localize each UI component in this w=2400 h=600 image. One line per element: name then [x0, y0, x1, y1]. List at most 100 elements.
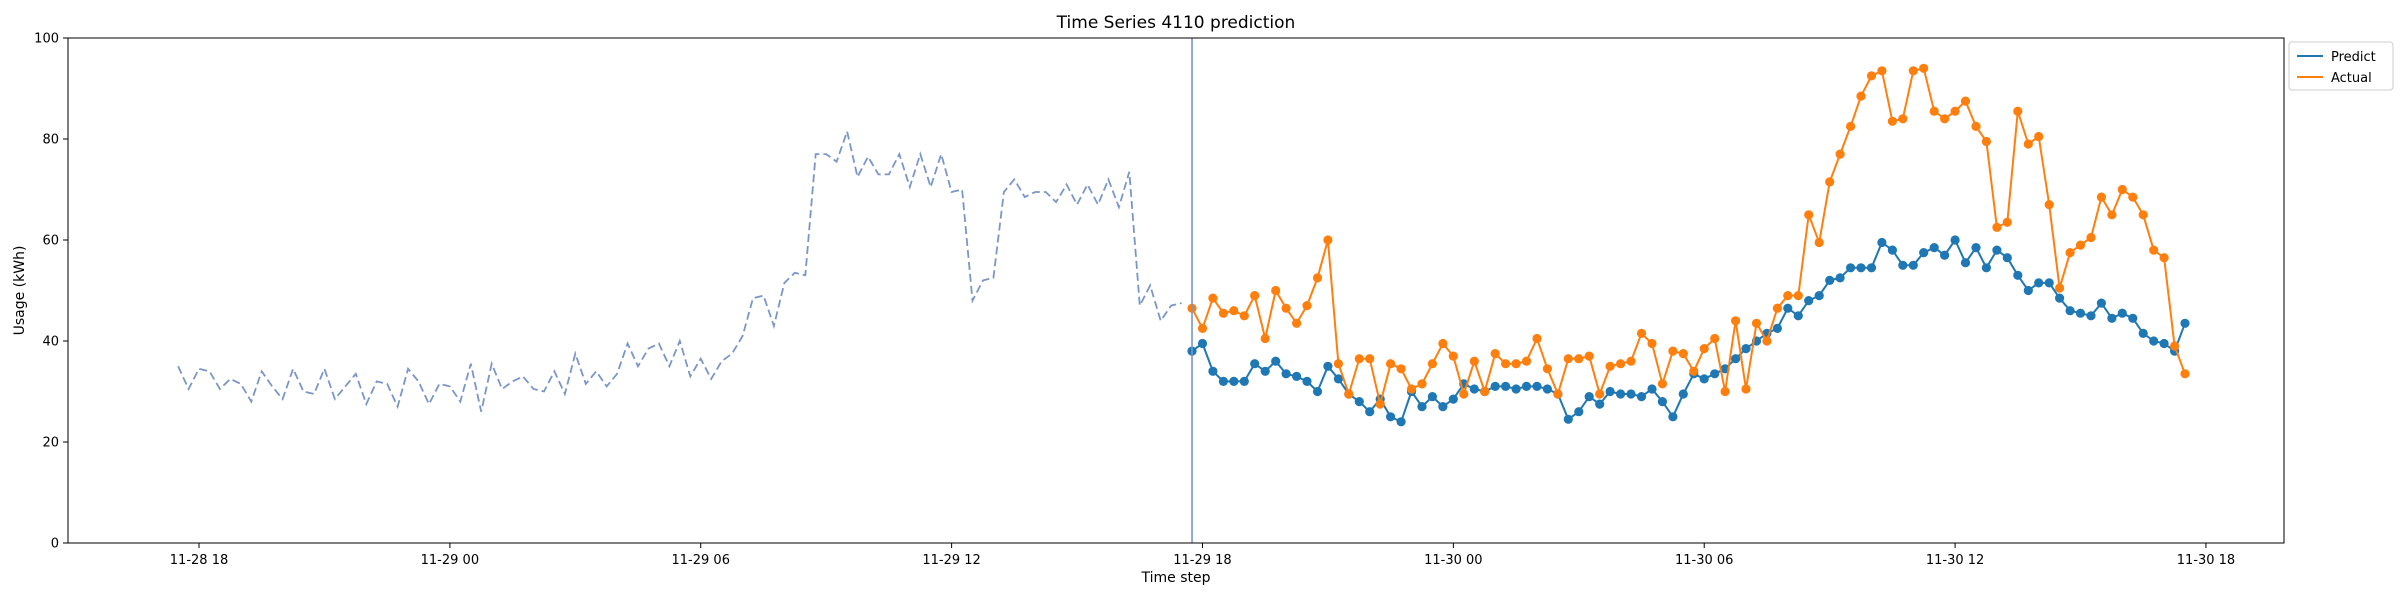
- predict-point: [1783, 303, 1793, 313]
- predict-point: [1731, 354, 1741, 364]
- predict-point: [1710, 369, 1720, 379]
- history-line: [177, 128, 1182, 412]
- predict-point: [1469, 384, 1479, 394]
- actual-point: [1866, 71, 1877, 81]
- predict-point: [2149, 336, 2159, 346]
- actual-point: [1302, 301, 1312, 311]
- actual-point: [1532, 333, 1542, 344]
- actual-point: [2013, 106, 2023, 116]
- predict-point: [1616, 389, 1626, 399]
- actual-point: [1751, 318, 1762, 328]
- actual-point: [1312, 273, 1323, 283]
- y-tick-label: 60: [42, 234, 59, 249]
- predict-point: [1793, 311, 1803, 321]
- predict-point: [2086, 311, 2096, 321]
- actual-point: [1365, 354, 1375, 364]
- actual-point: [2159, 253, 2169, 263]
- legend: Predict Actual: [2288, 41, 2394, 91]
- actual-point: [2075, 240, 2086, 250]
- actual-point: [1804, 210, 1814, 220]
- predict-point: [1908, 260, 1918, 270]
- actual-point: [1636, 328, 1647, 338]
- actual-point: [1908, 66, 1918, 76]
- actual-point: [1919, 63, 1929, 73]
- actual-point: [1887, 116, 1897, 126]
- predict-point: [2065, 306, 2075, 316]
- predict-point: [1887, 245, 1897, 255]
- actual-point: [1783, 291, 1793, 301]
- predict-point: [1595, 399, 1605, 409]
- actual-point: [1595, 389, 1605, 399]
- predict-point: [1846, 263, 1856, 273]
- predict-point: [1208, 366, 1218, 376]
- predict-point: [1898, 260, 1908, 270]
- predict-point: [1574, 407, 1584, 417]
- predict-point: [1438, 402, 1448, 412]
- predict-point: [1584, 392, 1594, 402]
- actual-point: [1741, 384, 1751, 394]
- actual-point: [1835, 149, 1845, 159]
- predict-point: [1250, 359, 1260, 369]
- predict-point: [2128, 313, 2138, 323]
- predict-point: [1354, 397, 1364, 407]
- actual-point: [1417, 379, 1427, 389]
- predict-point: [1302, 376, 1312, 386]
- actual-point: [2023, 139, 2033, 149]
- actual-point: [1856, 91, 1866, 101]
- predict-point: [1417, 402, 1427, 412]
- actual-point: [2149, 245, 2159, 255]
- predict-point: [1636, 392, 1647, 402]
- predict-point: [1501, 381, 1511, 391]
- actual-point: [1574, 354, 1584, 364]
- predict-point: [1490, 381, 1500, 391]
- actual-point: [2044, 200, 2054, 210]
- plot-area: [67, 37, 2285, 544]
- actual-point: [2128, 192, 2138, 202]
- predict-point: [2107, 313, 2117, 323]
- actual-point: [2034, 131, 2044, 142]
- predict-point: [1866, 263, 1877, 273]
- series-layer: [1187, 63, 2190, 427]
- actual-point: [1448, 351, 1458, 361]
- predict-point: [1281, 369, 1291, 379]
- actual-point: [1699, 344, 1709, 354]
- y-axis: 0 20 40 60 80 100: [34, 32, 68, 552]
- predict-point: [1919, 248, 1929, 258]
- predict-point: [1511, 384, 1521, 394]
- actual-point: [1281, 303, 1291, 313]
- actual-point: [1940, 114, 1950, 124]
- actual-point: [1459, 389, 1469, 399]
- actual-point: [1960, 96, 1971, 106]
- actual-point: [1678, 349, 1688, 359]
- predict-point: [1292, 371, 1302, 381]
- predict-point: [2096, 298, 2106, 308]
- predict-point: [1626, 389, 1636, 399]
- actual-point: [1386, 359, 1396, 369]
- predict-point: [1271, 356, 1281, 366]
- predict-point: [1532, 381, 1542, 391]
- predict-point: [1448, 394, 1458, 404]
- predict-point: [1877, 237, 1887, 248]
- x-tick-label: 11-30 06: [1675, 553, 1733, 568]
- y-tick-label: 40: [42, 335, 59, 350]
- actual-point: [1657, 379, 1667, 389]
- series-actual: [1187, 63, 2190, 409]
- actual-point: [1501, 359, 1511, 369]
- predict-point: [2023, 285, 2033, 296]
- legend-actual-label: Actual: [2331, 71, 2372, 86]
- actual-point: [1490, 349, 1500, 359]
- actual-line: [1191, 67, 2186, 405]
- x-tick-label: 11-30 00: [1424, 553, 1482, 568]
- chart-title: Time Series 4110 prediction: [1056, 13, 1296, 33]
- actual-point: [1563, 354, 1573, 364]
- predict-point: [1992, 245, 2002, 255]
- y-tick-label: 80: [42, 133, 59, 148]
- actual-point: [2086, 232, 2096, 243]
- actual-point: [1772, 303, 1782, 313]
- x-tick-label: 11-29 18: [1173, 553, 1231, 568]
- predict-point: [1772, 323, 1782, 333]
- actual-point: [1898, 114, 1908, 124]
- actual-point: [2180, 369, 2190, 379]
- actual-point: [2107, 210, 2117, 220]
- actual-point: [1877, 66, 1887, 76]
